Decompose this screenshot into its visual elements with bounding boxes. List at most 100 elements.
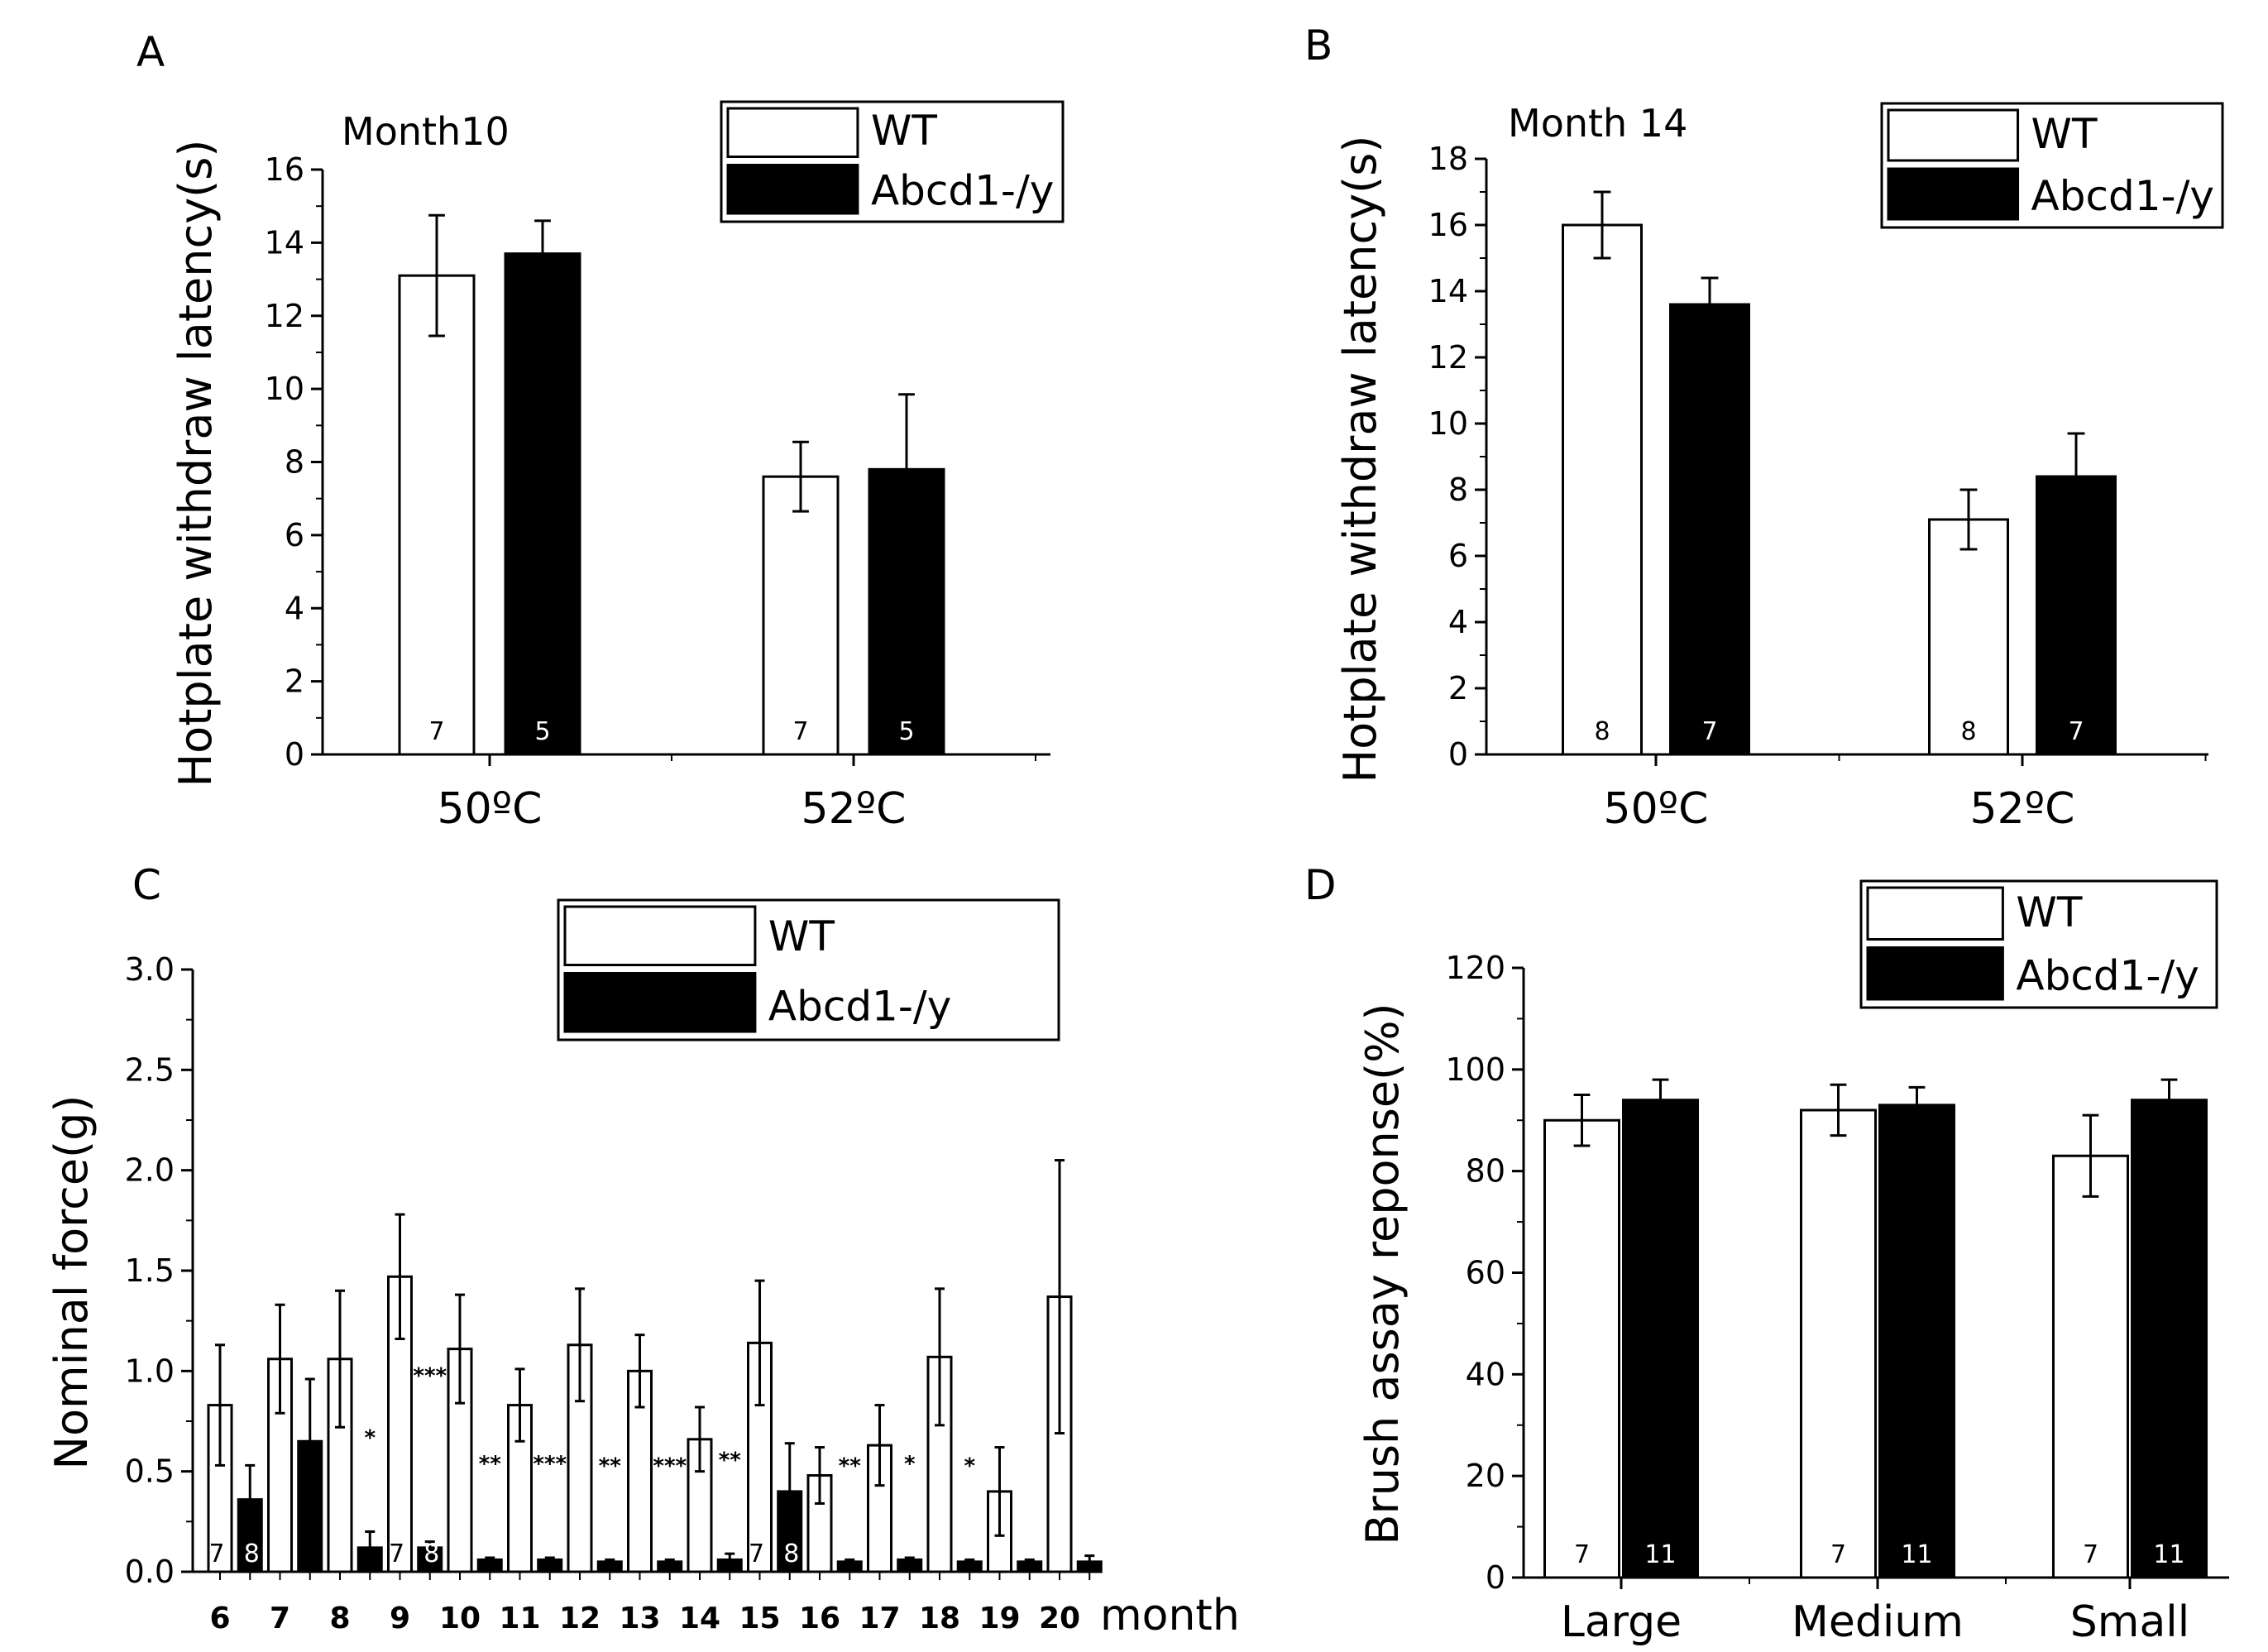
bar-wt xyxy=(1562,223,1643,756)
y-tick-label: 8 xyxy=(285,444,304,481)
x-tick-label: 11 xyxy=(499,1602,540,1635)
bar-abcd1 xyxy=(1622,1099,1699,1579)
legend-swatch-wt xyxy=(563,905,757,966)
significance-marker: *** xyxy=(653,1454,687,1479)
x-tick-label: Medium xyxy=(1792,1597,1964,1647)
y-tick-label: 2 xyxy=(285,663,304,700)
significance-marker: * xyxy=(364,1426,376,1451)
n-label-abcd1: 5 xyxy=(534,717,550,746)
bar-wt xyxy=(1543,1118,1620,1579)
legend-swatch-abcd1 xyxy=(726,164,859,215)
bar-wt xyxy=(762,475,840,756)
n-label-wt: 7 xyxy=(792,717,808,746)
n-label-abcd1: 8 xyxy=(423,1539,439,1568)
bar-abcd1 xyxy=(956,1560,983,1573)
x-tick-label: 14 xyxy=(679,1602,720,1635)
x-tick-label: 13 xyxy=(619,1602,660,1635)
panel-A: A Month10 0 2 4 6 8 10 12 14 16 Hotplate withdraw l… xyxy=(136,28,1065,834)
x-tick-label: 50ºC xyxy=(1604,784,1709,834)
significance-marker: * xyxy=(964,1454,975,1479)
y-tick-label: 12 xyxy=(1428,339,1468,376)
y-tick-label: 0 xyxy=(285,736,304,773)
y-tick-label: 120 xyxy=(1445,950,1505,986)
y-tick-label: 0 xyxy=(1448,736,1468,773)
n-label-abcd1: 7 xyxy=(2068,717,2084,746)
y-tick-label: 40 xyxy=(1466,1356,1505,1392)
y-axis-label: Nominal force(g) xyxy=(45,1095,98,1470)
legend-swatch-abcd1 xyxy=(1866,946,2004,1001)
legend-swatch-wt xyxy=(1887,108,2020,162)
bar-abcd1 xyxy=(2131,1099,2208,1579)
n-label-abcd1: 8 xyxy=(783,1539,799,1568)
y-axis-label: Hotplate withdraw latency(s) xyxy=(170,140,222,788)
n-label-wt: 7 xyxy=(428,717,444,746)
bar-abcd1 xyxy=(356,1546,383,1573)
x-tick-label: 50ºC xyxy=(438,784,543,834)
panel-letter: C xyxy=(132,861,161,909)
bar-abcd1 xyxy=(297,1439,323,1573)
legend-label-wt: WT xyxy=(2031,110,2098,158)
significance-marker: ** xyxy=(599,1454,622,1479)
bar-wt xyxy=(1800,1109,1877,1579)
y-tick-label: 10 xyxy=(1428,405,1468,442)
n-label-wt: 7 xyxy=(749,1539,764,1568)
y-tick-label: 1.5 xyxy=(125,1252,175,1289)
y-tick-label: 100 xyxy=(1445,1051,1505,1088)
n-label-wt: 7 xyxy=(1574,1540,1590,1569)
bar-abcd1 xyxy=(596,1560,623,1573)
y-tick-label: 2 xyxy=(1448,670,1468,706)
bar-abcd1 xyxy=(1878,1104,1955,1579)
y-tick-label: 0.0 xyxy=(125,1554,175,1590)
significance-marker: * xyxy=(904,1452,916,1477)
x-tick-label: 19 xyxy=(978,1602,1020,1635)
n-label-abcd1: 11 xyxy=(1901,1540,1932,1569)
y-tick-label: 2.5 xyxy=(125,1051,175,1088)
y-tick-label: 1.0 xyxy=(125,1353,175,1389)
x-tick-label: 20 xyxy=(1039,1602,1080,1635)
legend-label-wt: WT xyxy=(768,912,835,960)
y-tick-label: 4 xyxy=(285,590,304,626)
x-tick-label: 52ºC xyxy=(1970,784,2075,834)
bar-abcd1 xyxy=(897,1558,923,1573)
significance-marker: *** xyxy=(533,1452,567,1477)
n-label-wt: 7 xyxy=(2083,1540,2098,1569)
bar-abcd1 xyxy=(1076,1560,1103,1573)
bar-abcd1 xyxy=(1017,1560,1043,1573)
y-tick-label: 16 xyxy=(1428,207,1468,243)
n-label-wt: 7 xyxy=(208,1539,224,1568)
significance-marker: ** xyxy=(719,1448,742,1472)
legend-swatch-abcd1 xyxy=(1887,167,2020,221)
y-tick-label: 12 xyxy=(265,298,304,334)
x-tick-label: Small xyxy=(2070,1597,2189,1647)
bar-wt xyxy=(2052,1154,2129,1579)
n-label-wt: 7 xyxy=(1830,1540,1846,1569)
bar-abcd1 xyxy=(868,467,945,756)
x-tick-label: 12 xyxy=(559,1602,600,1635)
n-label-abcd1: 7 xyxy=(1701,717,1717,746)
legend-label-wt: WT xyxy=(2016,888,2082,936)
y-tick-label: 14 xyxy=(1428,273,1468,309)
bar-abcd1 xyxy=(777,1490,803,1573)
y-tick-label: 4 xyxy=(1448,604,1468,640)
y-tick-label: 6 xyxy=(1448,538,1468,574)
y-tick-label: 60 xyxy=(1466,1255,1505,1291)
n-label-abcd1: 11 xyxy=(1644,1540,1676,1569)
x-axis-label: month xyxy=(1100,1591,1240,1640)
y-axis-label: Hotplate withdraw latency(s) xyxy=(1334,136,1386,783)
x-tick-label: 15 xyxy=(739,1602,780,1635)
x-tick-label: 18 xyxy=(919,1602,960,1635)
y-tick-label: 2.0 xyxy=(125,1152,175,1189)
panel-D: D 0 20 40 60 80 100 120 Brush assay reponse(%) 7 1… xyxy=(1304,861,2229,1647)
y-tick-label: 16 xyxy=(265,151,304,188)
bar-abcd1 xyxy=(1669,303,1750,756)
panel-letter: D xyxy=(1304,861,1337,909)
y-tick-label: 20 xyxy=(1466,1458,1505,1494)
y-tick-label: 8 xyxy=(1448,472,1468,508)
legend-swatch-wt xyxy=(726,107,859,158)
y-tick-label: 14 xyxy=(265,224,304,261)
bar-abcd1 xyxy=(476,1558,503,1573)
x-tick-label: 9 xyxy=(390,1602,410,1635)
bar-abcd1 xyxy=(504,252,581,756)
n-label-wt: 7 xyxy=(389,1539,404,1568)
